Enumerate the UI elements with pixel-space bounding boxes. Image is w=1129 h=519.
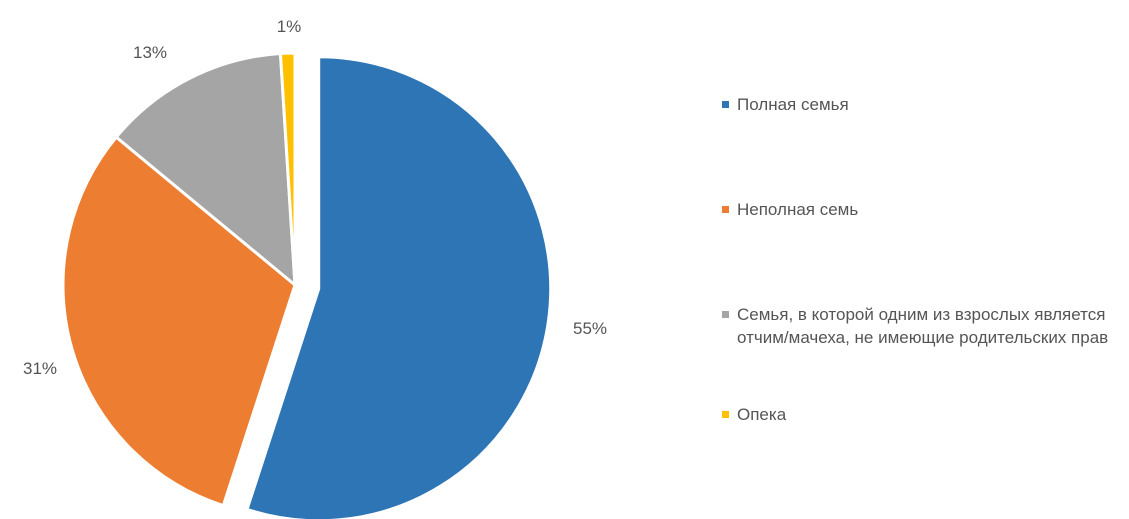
legend-item-stepparent-family: Семья, в которой одним из взрослых являе… xyxy=(722,303,1117,349)
legend-item-incomplete-family: Неполная семь xyxy=(722,198,858,221)
data-label-incomplete-family: 31% xyxy=(23,359,57,378)
legend-item-full-family: Полная семья xyxy=(722,93,849,116)
pie-slice-guardianship xyxy=(278,51,297,286)
legend-label-incomplete-family: Неполная семь xyxy=(737,200,859,219)
pie-chart: 55% 31% 13% 1% xyxy=(23,17,607,519)
pie-slice-incomplete-family xyxy=(61,135,297,508)
legend-marker-full-family xyxy=(722,101,729,108)
data-labels-layer: 55% 31% 13% 1% xyxy=(23,17,607,378)
pie-slice-full-family xyxy=(245,55,553,519)
slices-layer xyxy=(61,51,553,519)
legend-label-guardianship: Опека xyxy=(737,405,787,424)
legend-marker-guardianship xyxy=(722,411,729,418)
data-label-full-family: 55% xyxy=(573,319,607,338)
legend-item-guardianship: Опека xyxy=(722,403,786,426)
legend-label-stepparent-family: Семья, в которой одним из взрослых являе… xyxy=(737,305,1109,347)
legend-marker-stepparent-family xyxy=(722,311,729,318)
legend-marker-incomplete-family xyxy=(722,206,729,213)
data-label-guardianship: 1% xyxy=(277,17,302,36)
pie-slice-stepparent-family xyxy=(114,51,297,289)
pie-chart-svg: 55% 31% 13% 1% xyxy=(23,17,607,519)
legend-label-full-family: Полная семья xyxy=(737,95,849,114)
data-label-stepparent-family: 13% xyxy=(133,43,167,62)
